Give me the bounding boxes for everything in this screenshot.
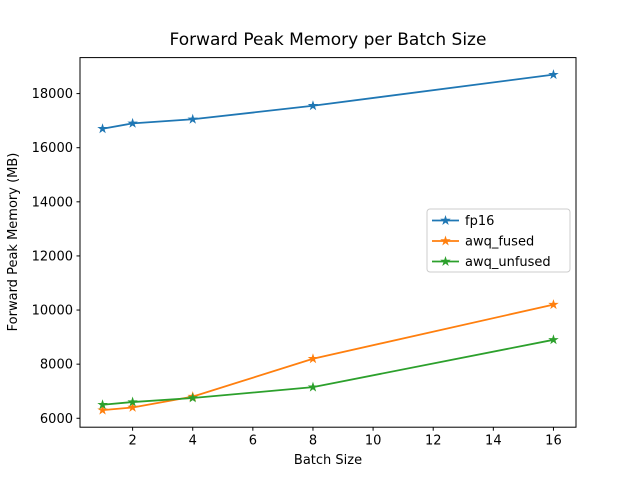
x-axis-label: Batch Size bbox=[294, 453, 362, 468]
legend-label-awq_fused: awq_fused bbox=[465, 235, 534, 250]
x-tick-label: 10 bbox=[365, 434, 382, 449]
series-marker-awq_unfused bbox=[548, 334, 559, 345]
y-tick-label: 14000 bbox=[32, 195, 73, 210]
series-marker-fp16 bbox=[307, 100, 319, 111]
y-tick-label: 10000 bbox=[32, 304, 73, 319]
series-marker-awq_unfused bbox=[307, 381, 319, 392]
series-marker-awq_fused bbox=[548, 299, 559, 310]
chart-title: Forward Peak Memory per Batch Size bbox=[170, 30, 487, 50]
legend-marker-fp16 bbox=[440, 215, 451, 225]
y-tick-label: 16000 bbox=[32, 141, 73, 156]
series-marker-fp16 bbox=[97, 123, 108, 134]
legend-label-awq_unfused: awq_unfused bbox=[465, 255, 551, 270]
x-tick-label: 6 bbox=[249, 434, 257, 449]
legend-label-fp16: fp16 bbox=[465, 214, 494, 229]
series-marker-fp16 bbox=[127, 117, 138, 128]
x-tick-label: 4 bbox=[189, 434, 197, 449]
legend-box bbox=[426, 208, 571, 273]
series-marker-awq_unfused bbox=[187, 392, 198, 403]
y-tick-label: 12000 bbox=[32, 249, 73, 264]
y-tick-label: 8000 bbox=[40, 358, 73, 373]
plot-area: 2 4 6 8 10 12 14 16 6000 8000 10000 12000 14000 16000… bbox=[32, 57, 577, 449]
x-tick-label: 8 bbox=[309, 434, 317, 449]
series-marker-awq_unfused bbox=[97, 399, 108, 410]
x-tick-label: 2 bbox=[128, 434, 136, 449]
y-axis-label: Forward Peak Memory (MB) bbox=[6, 153, 21, 332]
series-marker-fp16 bbox=[548, 69, 559, 80]
y-tick-label: 6000 bbox=[40, 412, 73, 427]
series-marker-awq_fused bbox=[97, 404, 108, 415]
x-tick-label: 16 bbox=[545, 434, 562, 449]
legend-marker-awq_fused bbox=[440, 235, 451, 246]
x-tick-label: 12 bbox=[425, 434, 442, 449]
series-marker-awq_unfused bbox=[127, 396, 138, 407]
series-marker-awq_fused bbox=[307, 353, 319, 364]
legend-marker-awq_unfused bbox=[440, 256, 451, 266]
y-tick-label: 18000 bbox=[32, 87, 73, 102]
series-marker-fp16 bbox=[187, 113, 198, 124]
series-marker-awq_fused bbox=[127, 401, 138, 412]
x-tick-label: 14 bbox=[485, 434, 502, 449]
